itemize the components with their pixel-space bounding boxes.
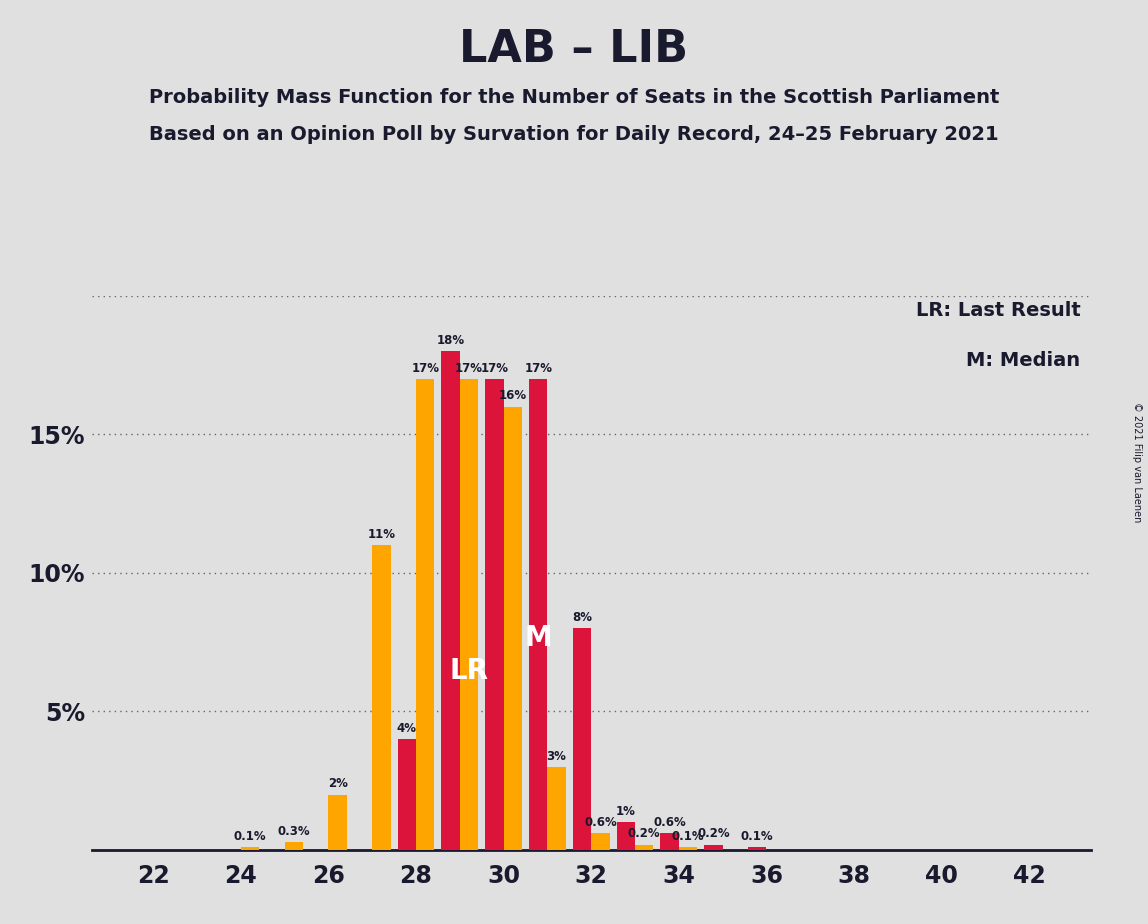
Text: 0.6%: 0.6% [653,816,687,830]
Bar [241,847,259,850]
Text: © 2021 Filip van Laenen: © 2021 Filip van Laenen [1132,402,1142,522]
Text: 2%: 2% [327,777,348,791]
Bar [548,767,566,850]
Text: 0.1%: 0.1% [672,830,705,843]
Text: 0.2%: 0.2% [697,827,730,841]
Bar [660,833,678,850]
Text: Probability Mass Function for the Number of Seats in the Scottish Parliament: Probability Mass Function for the Number… [149,88,999,107]
Text: LR: LR [450,657,489,685]
Text: 17%: 17% [411,361,440,375]
Text: 0.3%: 0.3% [278,824,310,837]
Text: Based on an Opinion Poll by Survation for Daily Record, 24–25 February 2021: Based on an Opinion Poll by Survation fo… [149,125,999,144]
Bar [372,545,390,850]
Bar [678,847,697,850]
Text: 17%: 17% [455,361,483,375]
Text: 18%: 18% [436,334,465,347]
Bar [416,379,434,850]
Text: 17%: 17% [525,361,552,375]
Text: 3%: 3% [546,749,567,763]
Text: 1%: 1% [615,805,636,819]
Bar [328,795,347,850]
Bar [441,351,460,850]
Text: 17%: 17% [480,361,509,375]
Text: 0.1%: 0.1% [740,830,774,843]
Bar [397,739,416,850]
Bar [529,379,548,850]
Text: 0.2%: 0.2% [628,827,660,841]
Text: M: M [525,624,552,652]
Bar [573,628,591,850]
Text: 8%: 8% [572,611,592,625]
Bar [460,379,479,850]
Text: 0.1%: 0.1% [234,830,266,843]
Bar [285,842,303,850]
Text: 0.6%: 0.6% [584,816,616,830]
Bar [504,407,522,850]
Bar [635,845,653,850]
Bar [591,833,610,850]
Bar [616,822,635,850]
Text: 16%: 16% [498,389,527,403]
Text: 11%: 11% [367,528,395,541]
Text: 4%: 4% [397,722,417,736]
Bar [486,379,504,850]
Text: LAB – LIB: LAB – LIB [459,28,689,71]
Bar [704,845,722,850]
Text: LR: Last Result: LR: Last Result [916,301,1080,321]
Bar [748,847,767,850]
Text: M: Median: M: Median [967,351,1080,371]
